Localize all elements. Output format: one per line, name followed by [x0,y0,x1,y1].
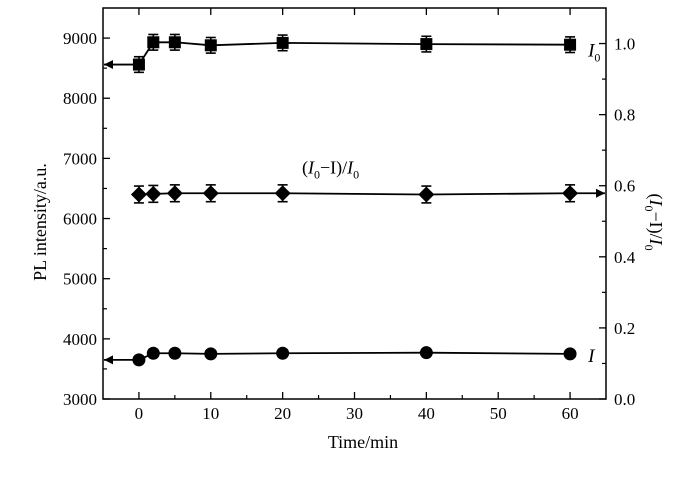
data-point-diamond [130,186,147,203]
y2-tick-label: 0.2 [614,319,635,338]
data-point-diamond [418,186,435,203]
y2-tick-label: 1.0 [614,35,635,54]
data-point-circle [204,347,218,361]
y-tick-label: 8000 [63,89,97,108]
data-point-circle [563,347,577,361]
data-point-square [204,39,217,52]
data-point-circle [276,346,290,360]
data-point-diamond [274,185,291,202]
arrow-ratio-right-head [596,188,605,198]
series-line [138,351,571,361]
plot-border [102,7,607,400]
label-i: I [587,346,596,367]
series-line [138,41,571,66]
data-point-square [276,36,289,49]
data-point-circle [168,346,182,360]
series-square [132,33,577,74]
data-point-diamond [202,185,219,202]
x-tick-label: 30 [346,404,363,423]
y-tick-label: 9000 [63,29,97,48]
x-tick-label: 20 [274,404,291,423]
y-tick-label: 3000 [63,390,97,409]
x-axis: 0 10 20 30 40 50 60 [135,8,579,423]
x-tick-label: 60 [562,404,579,423]
arrow-i0-left-head [104,60,113,70]
label-ratio: (I0−I)/I0 [302,157,359,181]
y-tick-label: 5000 [63,270,97,289]
y2-tick-label: 0.8 [614,106,635,125]
x-tick-label: 10 [202,404,219,423]
x-tick-label: 40 [418,404,435,423]
data-point-circle [419,346,433,360]
series-labels: I0 I (I0−I)/I0 [302,41,600,367]
y2-tick-label: 0.0 [614,390,635,409]
x-tick-label: 0 [135,404,144,423]
x-axis-title: Time/min [328,432,398,452]
series-layer [130,33,579,367]
y2-tick-label: 0.6 [614,177,635,196]
y-axis-left: 3000 4000 5000 6000 7000 8000 9000 [63,29,110,409]
y2-tick-label: 0.4 [614,248,636,267]
data-point-square [168,36,181,49]
y-tick-label: 6000 [63,210,97,229]
data-point-square [147,36,160,49]
y-axis-right: 0.0 0.2 0.4 0.6 0.8 1.0 [599,35,636,409]
data-point-diamond [166,185,183,202]
y-tick-label: 7000 [63,149,97,168]
y-tick-label: 4000 [63,330,97,349]
data-point-diamond [145,185,162,202]
y-axis-title: PL intensity/a.u. [30,163,50,281]
series-diamond [130,184,579,204]
x-tick-label: 50 [490,404,507,423]
y2-axis-title: (I0−I)/I0 [642,193,666,250]
series-circle [132,346,577,367]
data-point-square [564,38,577,51]
arrow-i-left-head [104,355,113,365]
data-point-square [420,38,433,51]
data-point-circle [146,346,160,360]
axis-arrows [104,60,605,365]
label-i0: I0 [587,41,600,65]
plot-frame [102,7,607,400]
